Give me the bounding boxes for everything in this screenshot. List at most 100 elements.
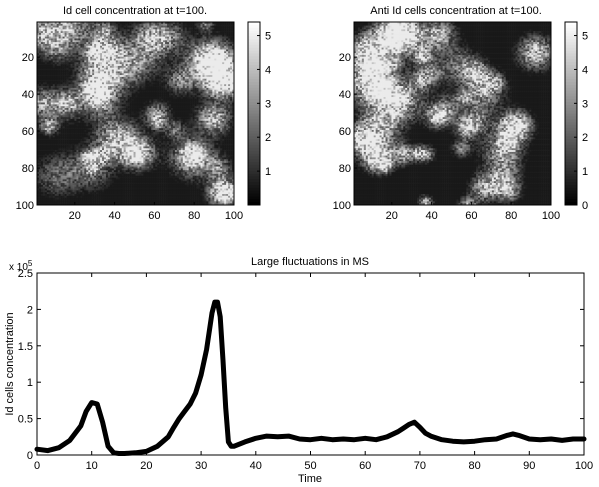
heatmap-cell — [129, 60, 132, 63]
heatmap-cell — [139, 42, 142, 45]
heatmap-cell — [70, 76, 73, 80]
heatmap-cell — [228, 69, 231, 72]
heatmap-cell — [137, 93, 140, 96]
heatmap-cell — [167, 36, 170, 39]
heatmap-cell — [90, 56, 93, 59]
heatmap-cell — [125, 58, 128, 61]
heatmap-cell — [92, 38, 95, 41]
heatmap-cell — [216, 89, 219, 92]
heatmap-cell — [127, 36, 130, 39]
heatmap-cell — [147, 111, 150, 114]
heatmap-cell — [102, 64, 105, 67]
heatmap-cell — [82, 29, 85, 32]
heatmap-cell — [111, 98, 115, 101]
heatmap-cell — [90, 78, 93, 81]
heatmap-cell — [50, 104, 54, 107]
heatmap-cell — [224, 84, 227, 87]
heatmap-cell — [96, 29, 99, 32]
heatmap-cell — [190, 71, 193, 74]
heatmap-cell — [210, 98, 213, 101]
heatmap-cell — [125, 97, 128, 100]
heatmap-cell — [172, 49, 176, 52]
heatmap-cell — [194, 67, 197, 70]
heatmap-cell — [92, 53, 95, 56]
heatmap-cell — [84, 31, 87, 34]
heatmap-cell — [186, 93, 189, 96]
heatmap-cell — [194, 22, 197, 25]
heatmap-cell — [133, 27, 136, 30]
heatmap-cell — [135, 73, 138, 76]
heatmap-cell — [117, 108, 121, 111]
heatmap-cell — [60, 32, 63, 36]
heatmap-cell — [111, 80, 115, 83]
heatmap-cell — [170, 84, 174, 87]
heatmap-cell — [40, 25, 44, 28]
heatmap-cell — [66, 106, 69, 109]
heatmap-cell — [44, 106, 48, 109]
heatmap-cell — [216, 45, 219, 48]
heatmap-cell — [76, 43, 79, 47]
heatmap-cell — [216, 56, 219, 59]
heatmap-cell — [163, 51, 166, 54]
heatmap-cell — [214, 43, 217, 47]
heatmap-cell — [222, 31, 225, 34]
heatmap-cell — [170, 91, 174, 94]
heatmap-cell — [216, 78, 219, 81]
heatmap-cell — [196, 71, 199, 74]
heatmap-cell — [212, 76, 215, 80]
heatmap-cell — [145, 51, 148, 54]
heatmap-cell — [157, 108, 160, 111]
heatmap-cell — [56, 82, 59, 85]
heatmap-cell — [216, 38, 219, 41]
heatmap-cell — [180, 71, 184, 74]
heatmap-cell — [176, 93, 180, 96]
heatmap-cell — [119, 60, 123, 63]
heatmap-cell — [165, 32, 168, 36]
heatmap-cell — [208, 89, 211, 92]
heatmap-cell — [117, 98, 121, 101]
heatmap-cell — [204, 32, 207, 36]
heatmap-cell — [170, 22, 174, 25]
heatmap-cell — [62, 53, 65, 56]
heatmap-cell — [153, 62, 156, 65]
heatmap-cell — [123, 111, 126, 114]
heatmap-cell — [157, 95, 160, 98]
heatmap-cell — [180, 73, 184, 76]
heatmap-cell — [161, 53, 164, 56]
heatmap-cell — [86, 78, 89, 81]
heatmap-1-image — [37, 22, 235, 206]
heatmap-cell — [184, 36, 188, 39]
heatmap-cell — [174, 73, 178, 76]
heatmap-cell — [182, 108, 186, 111]
heatmap-cell — [127, 64, 130, 67]
heatmap-cell — [107, 69, 111, 72]
heatmap-cell — [218, 93, 221, 96]
heatmap-cell — [159, 62, 162, 65]
heatmap-cell — [226, 40, 229, 43]
heatmap-cell — [204, 86, 207, 89]
heatmap-cell — [76, 75, 79, 78]
heatmap-cell — [216, 73, 219, 76]
heatmap-cell — [216, 65, 219, 69]
heatmap-cell — [161, 31, 164, 34]
heatmap-cell — [74, 58, 77, 61]
heatmap-cell — [74, 49, 77, 52]
heatmap-cell — [159, 89, 162, 92]
heatmap-cell — [174, 71, 178, 74]
heatmap-cell — [192, 60, 195, 63]
heatmap-cell — [119, 58, 123, 61]
heatmap-cell — [74, 84, 77, 87]
heatmap-cell — [210, 95, 213, 98]
heatmap-cell — [56, 38, 59, 41]
heatmap-cell — [58, 100, 61, 103]
heatmap-cell — [50, 91, 54, 94]
heatmap-cell — [115, 76, 119, 80]
heatmap-cell — [121, 111, 124, 114]
heatmap-cell — [172, 95, 176, 98]
heatmap-cell — [56, 71, 59, 74]
heatmap-cell — [121, 42, 124, 45]
heatmap-cell — [151, 45, 154, 48]
heatmap-cell — [56, 78, 59, 81]
heatmap-cell — [127, 78, 130, 81]
heatmap-cell — [188, 45, 191, 48]
